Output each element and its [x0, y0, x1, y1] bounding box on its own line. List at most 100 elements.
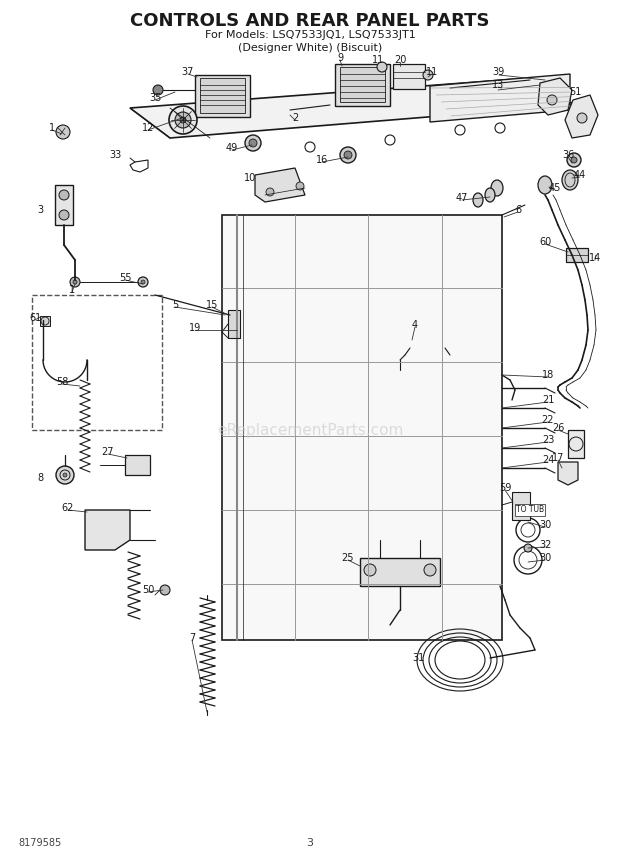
Bar: [470, 237, 494, 249]
Text: TO TUB: TO TUB: [516, 506, 544, 514]
Bar: [360, 558, 440, 586]
Text: 9: 9: [337, 53, 343, 63]
Text: 16: 16: [316, 155, 328, 165]
Text: For Models: LSQ7533JQ1, LSQ7533JT1: For Models: LSQ7533JQ1, LSQ7533JT1: [205, 30, 415, 40]
Text: 62: 62: [62, 503, 74, 513]
Circle shape: [59, 190, 69, 200]
Circle shape: [56, 466, 74, 484]
Text: 35: 35: [149, 93, 161, 103]
Circle shape: [63, 473, 67, 477]
Text: 3: 3: [306, 838, 314, 848]
Text: 7: 7: [189, 633, 195, 643]
Text: 30: 30: [539, 553, 551, 563]
Text: 19: 19: [189, 323, 201, 333]
Ellipse shape: [491, 180, 503, 196]
Text: 8: 8: [37, 473, 43, 483]
Circle shape: [364, 564, 376, 576]
Text: 50: 50: [142, 585, 154, 595]
Text: 18: 18: [542, 370, 554, 380]
Text: 3: 3: [37, 205, 43, 215]
Text: 37: 37: [182, 67, 194, 77]
Bar: [340, 67, 385, 102]
Ellipse shape: [538, 176, 552, 194]
Circle shape: [571, 157, 577, 163]
Circle shape: [138, 277, 148, 287]
Circle shape: [180, 117, 186, 123]
Text: 20: 20: [394, 55, 406, 65]
Circle shape: [424, 564, 436, 576]
Polygon shape: [222, 215, 502, 640]
Circle shape: [340, 147, 356, 163]
Circle shape: [56, 125, 70, 139]
Bar: [463, 261, 487, 273]
Circle shape: [245, 135, 261, 151]
Circle shape: [160, 585, 170, 595]
Circle shape: [249, 139, 257, 147]
Circle shape: [377, 62, 387, 72]
Ellipse shape: [562, 170, 578, 190]
Text: 25: 25: [342, 553, 354, 563]
Text: 36: 36: [562, 150, 574, 160]
Text: 32: 32: [539, 540, 551, 550]
Ellipse shape: [473, 193, 483, 207]
Text: CONTROLS AND REAR PANEL PARTS: CONTROLS AND REAR PANEL PARTS: [130, 12, 490, 30]
Bar: [40, 316, 50, 326]
Bar: [393, 64, 425, 89]
Text: 1: 1: [69, 285, 75, 295]
Circle shape: [169, 106, 197, 134]
Circle shape: [577, 113, 587, 123]
Text: 51: 51: [569, 87, 581, 97]
Circle shape: [524, 544, 532, 552]
Bar: [466, 249, 490, 261]
Circle shape: [70, 277, 80, 287]
Text: 33: 33: [109, 150, 121, 160]
Text: 39: 39: [492, 67, 504, 77]
Bar: [200, 78, 245, 113]
Text: 11: 11: [372, 55, 384, 65]
Bar: [512, 492, 530, 520]
Text: 5: 5: [172, 300, 178, 310]
Text: 11: 11: [426, 67, 438, 77]
Text: 58: 58: [56, 377, 68, 387]
Text: 8179585: 8179585: [18, 838, 61, 848]
Text: 14: 14: [589, 253, 601, 263]
Polygon shape: [558, 462, 578, 485]
Text: 21: 21: [542, 395, 554, 405]
Ellipse shape: [485, 188, 495, 202]
Text: 44: 44: [574, 170, 586, 180]
Text: 60: 60: [539, 237, 551, 247]
Text: 24: 24: [542, 455, 554, 465]
Text: eReplacementParts.com: eReplacementParts.com: [217, 423, 403, 437]
Polygon shape: [255, 168, 305, 202]
Bar: [55, 185, 73, 225]
Circle shape: [153, 85, 163, 95]
Circle shape: [59, 210, 69, 220]
Text: 55: 55: [119, 273, 131, 283]
Text: 27: 27: [102, 447, 114, 457]
Bar: [32, 295, 162, 430]
Circle shape: [73, 280, 77, 284]
Text: 15: 15: [206, 300, 218, 310]
Circle shape: [141, 280, 145, 284]
Bar: [415, 342, 440, 366]
Text: 2: 2: [292, 113, 298, 123]
Polygon shape: [430, 74, 570, 122]
Text: 47: 47: [456, 193, 468, 203]
Circle shape: [175, 112, 191, 128]
Text: 6: 6: [515, 205, 521, 215]
Text: 59: 59: [499, 483, 511, 493]
Bar: [566, 248, 588, 262]
Bar: [410, 338, 445, 370]
Text: 10: 10: [244, 173, 256, 183]
Bar: [335, 64, 390, 106]
Text: 26: 26: [552, 423, 564, 433]
Bar: [468, 274, 492, 286]
Text: 4: 4: [412, 320, 418, 330]
Polygon shape: [130, 78, 575, 138]
Polygon shape: [538, 78, 572, 115]
Circle shape: [344, 151, 352, 159]
Text: 23: 23: [542, 435, 554, 445]
Text: 61: 61: [29, 313, 41, 323]
Bar: [125, 455, 150, 475]
Text: 45: 45: [549, 183, 561, 193]
